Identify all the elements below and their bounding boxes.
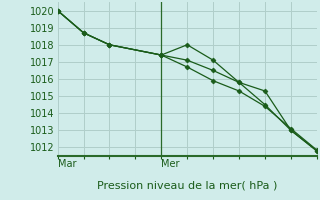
X-axis label: Pression niveau de la mer( hPa ): Pression niveau de la mer( hPa ) — [97, 180, 277, 190]
Text: Mar: Mar — [58, 159, 76, 169]
Text: Mer: Mer — [161, 159, 180, 169]
